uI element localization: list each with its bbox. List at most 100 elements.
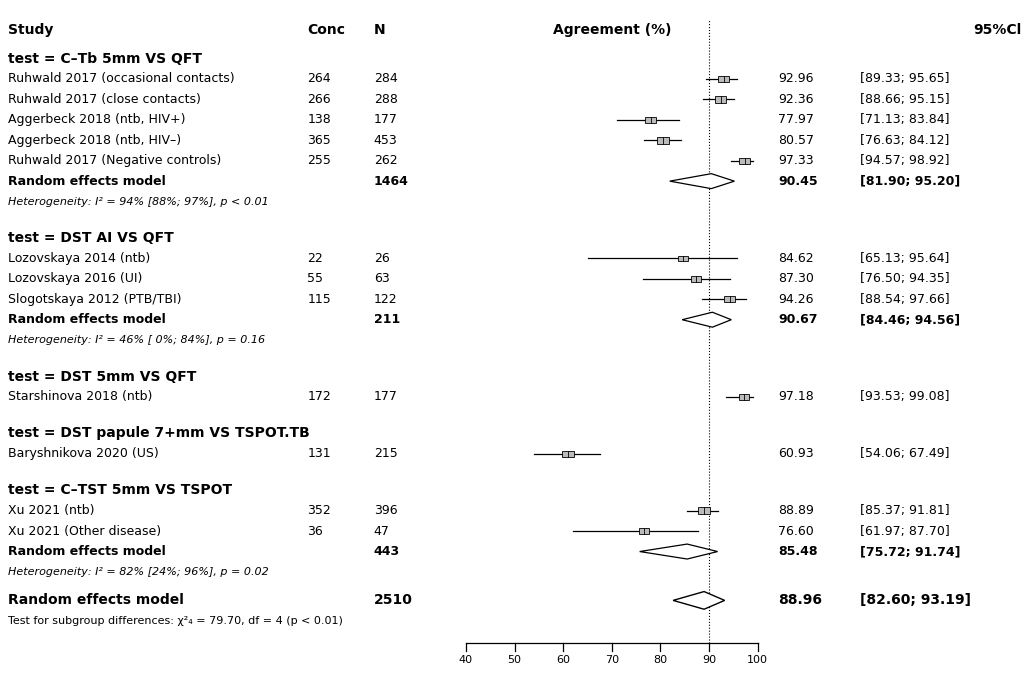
- Text: 90.67: 90.67: [778, 313, 818, 326]
- Text: Xu 2021 (ntb): Xu 2021 (ntb): [8, 504, 94, 517]
- Text: Heterogeneity: I² = 46% [ 0%; 84%], p = 0.16: Heterogeneity: I² = 46% [ 0%; 84%], p = …: [8, 335, 265, 345]
- Text: [81.90; 95.20]: [81.90; 95.20]: [860, 175, 961, 188]
- Text: Xu 2021 (Other disease): Xu 2021 (Other disease): [8, 524, 162, 538]
- Text: Agreement (%): Agreement (%): [553, 22, 671, 37]
- Text: 97.18: 97.18: [778, 390, 814, 403]
- Bar: [639, 528, 649, 534]
- Text: 284: 284: [374, 73, 397, 86]
- Text: [75.72; 91.74]: [75.72; 91.74]: [860, 545, 961, 558]
- Text: [93.53; 99.08]: [93.53; 99.08]: [860, 390, 949, 403]
- Text: 92.96: 92.96: [778, 73, 814, 86]
- Bar: [562, 451, 573, 457]
- Text: 77.97: 77.97: [778, 114, 814, 126]
- Bar: [738, 394, 750, 400]
- Text: 352: 352: [307, 504, 331, 517]
- Text: Ruhwald 2017 (Negative controls): Ruhwald 2017 (Negative controls): [8, 154, 221, 167]
- Text: 63: 63: [374, 273, 389, 286]
- Text: Aggerbeck 2018 (ntb, HIV+): Aggerbeck 2018 (ntb, HIV+): [8, 114, 185, 126]
- Polygon shape: [673, 592, 725, 609]
- Text: 60.93: 60.93: [778, 447, 814, 460]
- Text: 90.45: 90.45: [778, 175, 818, 188]
- Text: Lozovskaya 2016 (UI): Lozovskaya 2016 (UI): [8, 273, 142, 286]
- Bar: [715, 96, 726, 103]
- Text: test = DST AI VS QFT: test = DST AI VS QFT: [8, 231, 174, 245]
- Text: 88.96: 88.96: [778, 594, 822, 607]
- Text: 262: 262: [374, 154, 397, 167]
- Text: 97.33: 97.33: [778, 154, 814, 167]
- Text: 215: 215: [374, 447, 397, 460]
- Polygon shape: [682, 312, 731, 327]
- Text: 26: 26: [374, 252, 389, 265]
- Text: Aggerbeck 2018 (ntb, HIV–): Aggerbeck 2018 (ntb, HIV–): [8, 134, 181, 147]
- Text: 443: 443: [374, 545, 400, 558]
- Bar: [645, 117, 656, 123]
- Text: 76.60: 76.60: [778, 524, 814, 538]
- Text: 122: 122: [374, 293, 397, 306]
- Text: Conc: Conc: [307, 22, 345, 37]
- Text: Heterogeneity: I² = 82% [24%; 96%], p = 0.02: Heterogeneity: I² = 82% [24%; 96%], p = …: [8, 567, 269, 577]
- Text: [89.33; 95.65]: [89.33; 95.65]: [860, 73, 949, 86]
- Text: 211: 211: [374, 313, 400, 326]
- Text: [54.06; 67.49]: [54.06; 67.49]: [860, 447, 949, 460]
- Text: 80.57: 80.57: [778, 134, 814, 147]
- Text: test = DST papule 7+mm VS TSPOT.TB: test = DST papule 7+mm VS TSPOT.TB: [8, 426, 310, 441]
- Text: Ruhwald 2017 (close contacts): Ruhwald 2017 (close contacts): [8, 93, 201, 106]
- Text: 87.30: 87.30: [778, 273, 814, 286]
- Text: 131: 131: [307, 447, 331, 460]
- Text: Slogotskaya 2012 (PTB/TBI): Slogotskaya 2012 (PTB/TBI): [8, 293, 181, 306]
- Text: 22: 22: [307, 252, 323, 265]
- Bar: [697, 507, 710, 514]
- Text: 138: 138: [307, 114, 331, 126]
- Bar: [718, 75, 729, 82]
- Text: Starshinova 2018 (ntb): Starshinova 2018 (ntb): [8, 390, 153, 403]
- Text: Study: Study: [8, 22, 53, 37]
- Text: 60: 60: [556, 655, 570, 665]
- Text: [76.63; 84.12]: [76.63; 84.12]: [860, 134, 949, 147]
- Polygon shape: [670, 173, 734, 188]
- Text: 264: 264: [307, 73, 331, 86]
- Text: 288: 288: [374, 93, 397, 106]
- Text: 365: 365: [307, 134, 331, 147]
- Text: 172: 172: [307, 390, 331, 403]
- Text: 84.62: 84.62: [778, 252, 814, 265]
- Bar: [691, 276, 701, 282]
- Text: 100: 100: [748, 655, 768, 665]
- Text: [61.97; 87.70]: [61.97; 87.70]: [860, 524, 950, 538]
- Text: 92.36: 92.36: [778, 93, 814, 106]
- Text: Random effects model: Random effects model: [8, 313, 166, 326]
- Text: 255: 255: [307, 154, 331, 167]
- Text: 2510: 2510: [374, 594, 413, 607]
- Text: Random effects model: Random effects model: [8, 175, 166, 188]
- Text: N: N: [374, 22, 385, 37]
- Text: Heterogeneity: I² = 94% [88%; 97%], p < 0.01: Heterogeneity: I² = 94% [88%; 97%], p < …: [8, 197, 269, 207]
- Bar: [739, 158, 751, 164]
- Text: test = C–TST 5mm VS TSPOT: test = C–TST 5mm VS TSPOT: [8, 483, 232, 497]
- Text: [82.60; 93.19]: [82.60; 93.19]: [860, 594, 971, 607]
- Text: [85.37; 91.81]: [85.37; 91.81]: [860, 504, 950, 517]
- Bar: [678, 256, 688, 261]
- Text: [71.13; 83.84]: [71.13; 83.84]: [860, 114, 949, 126]
- Text: [65.13; 95.64]: [65.13; 95.64]: [860, 252, 949, 265]
- Text: 90: 90: [702, 655, 716, 665]
- Text: 115: 115: [307, 293, 331, 306]
- Text: Random effects model: Random effects model: [8, 594, 184, 607]
- Text: 40: 40: [459, 655, 473, 665]
- Bar: [657, 137, 670, 143]
- Text: 266: 266: [307, 93, 331, 106]
- Text: 88.89: 88.89: [778, 504, 814, 517]
- Bar: [724, 296, 735, 302]
- Text: Test for subgroup differences: χ²₄ = 79.70, df = 4 (p < 0.01): Test for subgroup differences: χ²₄ = 79.…: [8, 616, 343, 626]
- Text: 50: 50: [508, 655, 521, 665]
- Text: 55: 55: [307, 273, 324, 286]
- Text: 47: 47: [374, 524, 390, 538]
- Text: test = DST 5mm VS QFT: test = DST 5mm VS QFT: [8, 369, 197, 384]
- Text: [88.54; 97.66]: [88.54; 97.66]: [860, 293, 950, 306]
- Text: 95%Cl: 95%Cl: [974, 22, 1022, 37]
- Text: 177: 177: [374, 390, 397, 403]
- Text: Baryshnikova 2020 (US): Baryshnikova 2020 (US): [8, 447, 159, 460]
- Text: 396: 396: [374, 504, 397, 517]
- Text: [76.50; 94.35]: [76.50; 94.35]: [860, 273, 950, 286]
- Text: 70: 70: [605, 655, 618, 665]
- Text: 1464: 1464: [374, 175, 409, 188]
- Polygon shape: [640, 544, 718, 559]
